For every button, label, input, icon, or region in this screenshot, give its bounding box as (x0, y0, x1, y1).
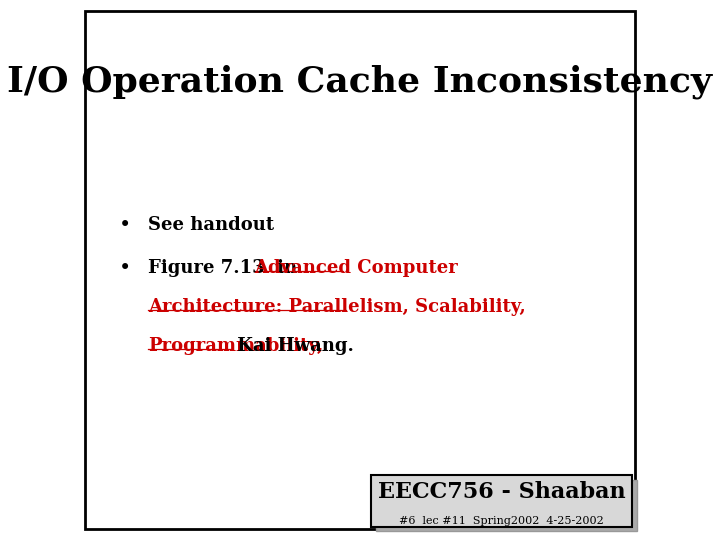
Text: •: • (119, 216, 131, 235)
Text: Programmability,: Programmability, (148, 337, 323, 355)
Text: See handout: See handout (148, 216, 274, 234)
Text: Advanced Computer: Advanced Computer (254, 259, 458, 277)
FancyBboxPatch shape (376, 480, 636, 531)
Text: Kai Hwang.: Kai Hwang. (231, 337, 354, 355)
FancyBboxPatch shape (85, 11, 635, 529)
Text: I/O Operation Cache Inconsistency: I/O Operation Cache Inconsistency (7, 65, 713, 99)
Text: Architecture: Parallelism, Scalability,: Architecture: Parallelism, Scalability, (148, 298, 526, 316)
Text: #6  lec #11  Spring2002  4-25-2002: #6 lec #11 Spring2002 4-25-2002 (400, 516, 604, 526)
FancyBboxPatch shape (372, 475, 632, 526)
Text: Figure 7.13  in: Figure 7.13 in (148, 259, 310, 277)
Text: EECC756 - Shaaban: EECC756 - Shaaban (378, 481, 626, 503)
Text: •: • (119, 259, 131, 278)
